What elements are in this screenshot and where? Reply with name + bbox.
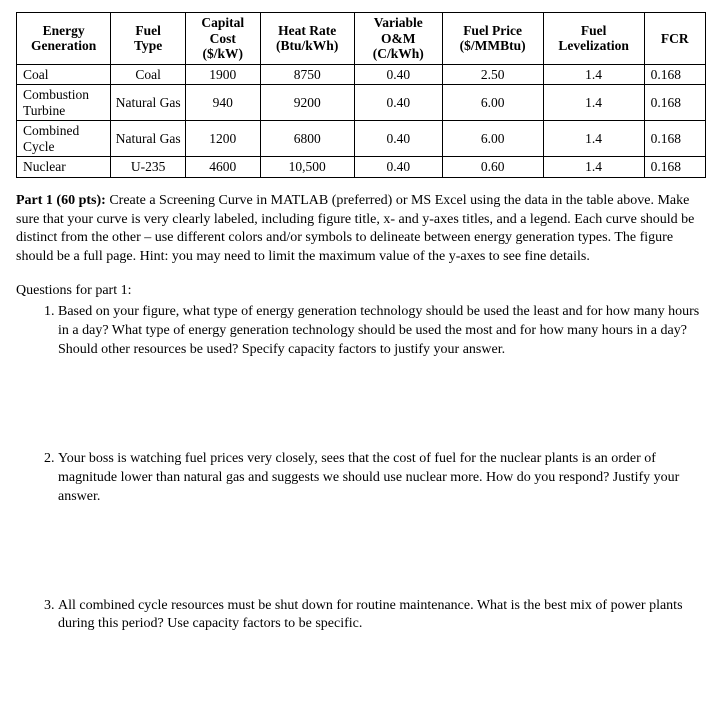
col-header: FCR [644,13,705,65]
questions-heading: Questions for part 1: [16,283,706,299]
table-cell: 6.00 [442,121,543,157]
table-cell: 0.40 [354,157,442,178]
table-cell: Combustion Turbine [17,85,111,121]
table-cell: 6800 [260,121,354,157]
table-cell: 0.168 [644,64,705,85]
table-cell: 1200 [185,121,260,157]
col-header: FuelType [111,13,186,65]
table-cell: 1900 [185,64,260,85]
table-cell: 6.00 [442,85,543,121]
part1-label: Part 1 (60 pts): [16,193,106,208]
table-cell: Nuclear [17,157,111,178]
table-cell: 4600 [185,157,260,178]
col-header: FuelLevelization [543,13,644,65]
table-cell: Natural Gas [111,121,186,157]
col-header: VariableO&M(C/kWh) [354,13,442,65]
question-item: Your boss is watching fuel prices very c… [58,450,706,507]
table-row: Combustion TurbineNatural Gas94092000.40… [17,85,706,121]
table-cell: 1.4 [543,64,644,85]
table-cell: U-235 [111,157,186,178]
table-cell: Coal [111,64,186,85]
table-body: CoalCoal190087500.402.501.40.168Combusti… [17,64,706,177]
table-cell: 0.168 [644,121,705,157]
col-header: EnergyGeneration [17,13,111,65]
table-cell: 940 [185,85,260,121]
table-cell: 8750 [260,64,354,85]
table-cell: 9200 [260,85,354,121]
table-cell: 1.4 [543,121,644,157]
question-item: All combined cycle resources must be shu… [58,597,706,635]
table-cell: 1.4 [543,85,644,121]
col-header: Fuel Price($/MMBtu) [442,13,543,65]
col-header: CapitalCost($/kW) [185,13,260,65]
table-cell: 1.4 [543,157,644,178]
table-cell: 0.40 [354,121,442,157]
table-row: CoalCoal190087500.402.501.40.168 [17,64,706,85]
table-cell: 0.40 [354,64,442,85]
table-row: Combined CycleNatural Gas120068000.406.0… [17,121,706,157]
question-item: Based on your figure, what type of energ… [58,303,706,360]
table-cell: Combined Cycle [17,121,111,157]
table-cell: Natural Gas [111,85,186,121]
table-cell: Coal [17,64,111,85]
questions-list: Based on your figure, what type of energ… [16,303,706,634]
table-cell: 2.50 [442,64,543,85]
table-cell: 0.40 [354,85,442,121]
table-cell: 0.60 [442,157,543,178]
part1-text: Create a Screening Curve in MATLAB (pref… [16,193,694,265]
col-header: Heat Rate(Btu/kWh) [260,13,354,65]
part1-intro: Part 1 (60 pts): Create a Screening Curv… [16,192,706,268]
table-header-row: EnergyGenerationFuelTypeCapitalCost($/kW… [17,13,706,65]
table-row: NuclearU-235460010,5000.400.601.40.168 [17,157,706,178]
energy-data-table: EnergyGenerationFuelTypeCapitalCost($/kW… [16,12,706,178]
table-cell: 0.168 [644,157,705,178]
table-cell: 10,500 [260,157,354,178]
table-cell: 0.168 [644,85,705,121]
